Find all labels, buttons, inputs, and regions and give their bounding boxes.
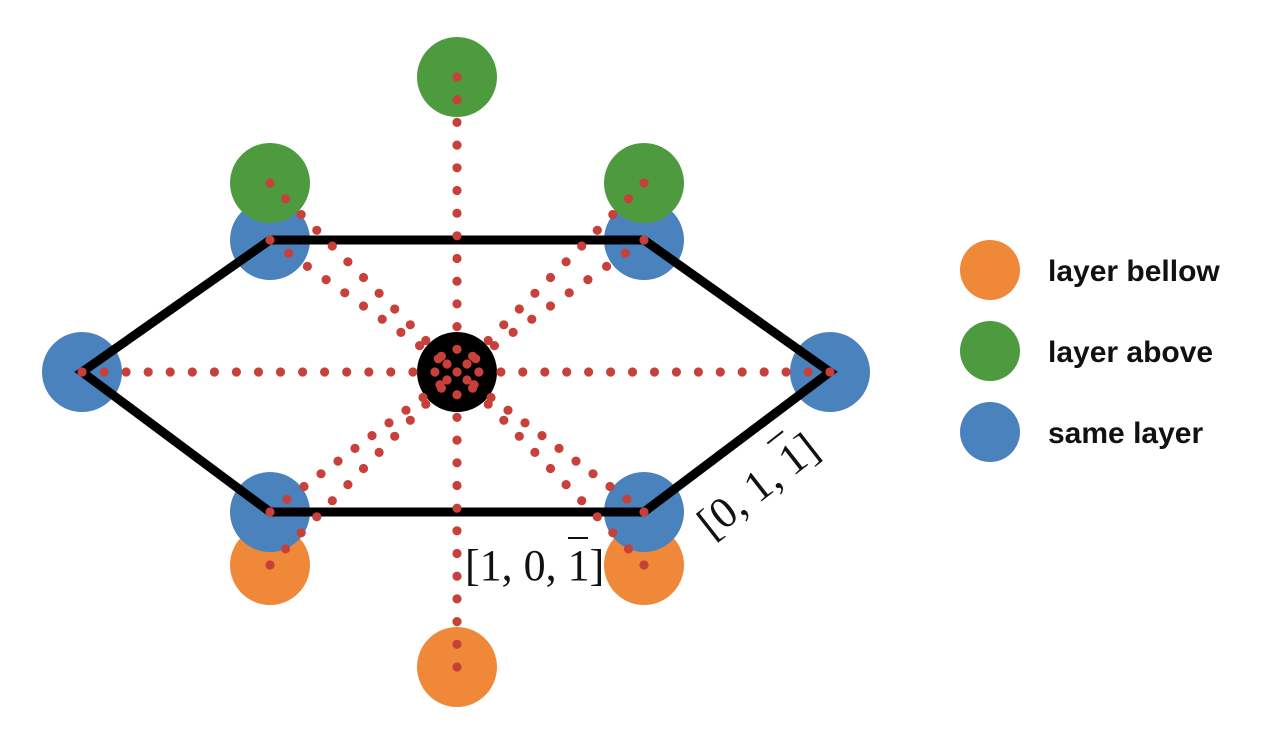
bond-same-bottom-left (265, 380, 445, 517)
direction-label-0-1-minus1: [0, 1, 1] (688, 423, 828, 547)
bond-same-bottom-right (469, 380, 649, 517)
bond-below-bottom-right (468, 383, 649, 570)
legend-label-above: layer above (1048, 336, 1213, 369)
bond-center-dot (452, 367, 462, 377)
legend-swatch-below (960, 240, 1020, 300)
direction-1-close-bracket: ] (590, 541, 605, 590)
bond-above-top-right (468, 178, 649, 361)
bond-above-top (452, 72, 462, 354)
direction-1-index-b: 0 (524, 541, 546, 590)
bond-below-bottom (452, 390, 462, 672)
bond-center-dot (442, 375, 452, 385)
direction-1-index-c: 1 (568, 541, 590, 590)
legend-item-layer-above: layer above (960, 321, 1213, 381)
legend-swatch-same (960, 402, 1020, 462)
bond-same-top-right (471, 235, 649, 364)
legend-swatch-above (960, 321, 1020, 381)
direction-1-open-bracket: [ (465, 541, 480, 590)
bond-same-left (77, 367, 440, 377)
neighbor-bonds (77, 72, 835, 672)
direction-label-1-0-minus1: [1, 0, 1] (465, 537, 604, 590)
direction-1-index-a: 1 (480, 541, 502, 590)
direction-2-overbar (766, 430, 784, 445)
svg-text:[0, 1, 1]: [0, 1, 1] (688, 423, 828, 547)
svg-text:[1, 0, 1]: [1, 0, 1] (465, 541, 604, 590)
bond-same-right (474, 367, 835, 377)
legend-label-same: same layer (1048, 417, 1203, 450)
bond-above-top-left (265, 178, 446, 361)
legend: layer bellow layer above same layer (960, 240, 1220, 462)
bond-same-top-left (265, 235, 443, 364)
bond-center-dot (462, 375, 472, 385)
legend-item-layer-below: layer bellow (960, 240, 1220, 300)
bond-center-dot (462, 359, 472, 369)
bond-center-dot (442, 359, 452, 369)
legend-item-same-layer: same layer (960, 402, 1203, 462)
legend-label-below: layer bellow (1048, 255, 1220, 288)
